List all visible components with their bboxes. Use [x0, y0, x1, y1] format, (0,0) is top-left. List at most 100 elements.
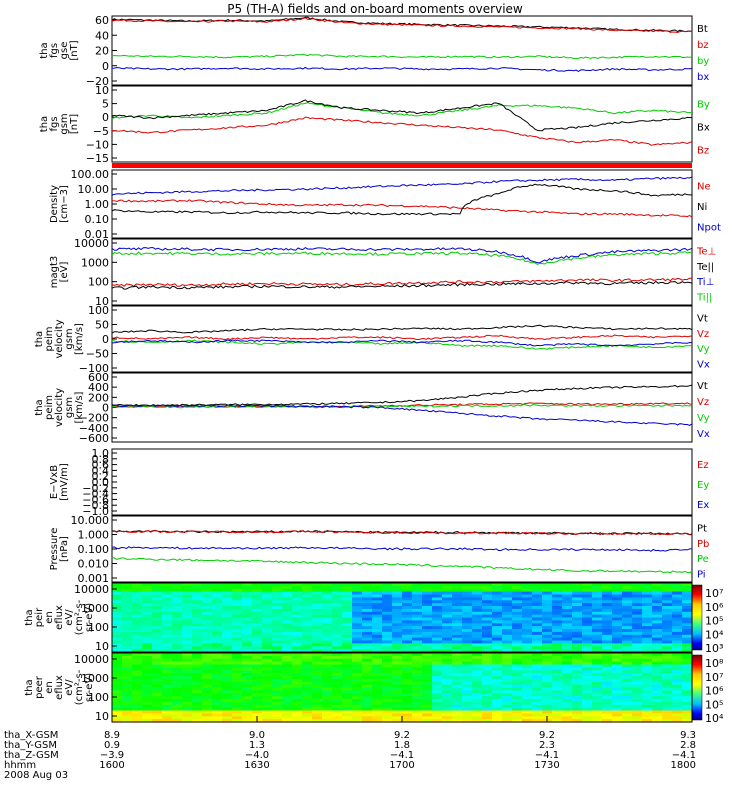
spectrogram-cell	[412, 710, 423, 714]
spectrogram-cell	[592, 637, 603, 642]
spectrogram-cell	[332, 591, 343, 596]
spectrogram-cell	[472, 637, 483, 642]
spectrogram-cell	[312, 588, 323, 593]
spectrogram-cell	[492, 614, 503, 619]
spectrogram-cell	[592, 693, 603, 697]
spectrogram-cell	[152, 623, 163, 627]
spectrogram-cell	[672, 676, 683, 680]
spectrogram-cell	[212, 684, 223, 689]
spectrogram-cell	[472, 594, 483, 598]
spectrogram-cell	[502, 606, 513, 610]
spectrogram-cell	[362, 603, 373, 607]
spectrogram-cell	[332, 658, 343, 663]
spectrogram-cell	[622, 684, 633, 689]
spectrogram-cell	[252, 608, 263, 613]
spectrogram-cell	[112, 670, 123, 674]
spectrogram-cell	[462, 626, 473, 630]
spectrogram-cell	[202, 637, 213, 642]
axis-label-x-gsm: tha_X-GSM	[4, 730, 58, 741]
spectrogram-cell	[242, 620, 253, 624]
spectrogram-cell	[402, 653, 413, 657]
spectrogram-cell	[292, 658, 303, 663]
spectrogram-cell	[112, 646, 123, 650]
spectrogram-cell	[182, 649, 193, 653]
spectrogram-cell	[362, 631, 373, 636]
spectrogram-cell	[302, 623, 313, 627]
spectrogram-cell	[652, 690, 663, 694]
spectrogram-cell	[462, 637, 473, 642]
spectrogram-cell	[172, 658, 183, 663]
spectrogram-cell	[212, 716, 223, 720]
spectrogram-cell	[272, 649, 283, 653]
spectrogram-cell	[632, 588, 643, 593]
spectrogram-cell	[612, 687, 623, 691]
spectrogram-cell	[282, 704, 293, 709]
spectrogram-cell	[632, 690, 643, 694]
spectrogram-cell	[262, 687, 273, 691]
spectrogram-cell	[402, 594, 413, 598]
spectrogram-cell	[612, 606, 623, 610]
spectrogram-cell	[422, 710, 433, 714]
spectrogram-cell	[642, 631, 653, 636]
spectrogram-cell	[112, 655, 123, 660]
spectrogram-cell	[182, 591, 193, 596]
spectrogram-cell	[502, 637, 513, 642]
spectrogram-cell	[232, 713, 243, 717]
spectrogram-cell	[412, 658, 423, 663]
spectrogram-cell	[442, 620, 453, 624]
spectrogram-cell	[142, 658, 153, 663]
spectrogram-cell	[492, 696, 503, 700]
spectrogram-cell	[452, 617, 463, 621]
spectrogram-cell	[272, 716, 283, 720]
y-tick-label: 0	[102, 60, 109, 73]
spectrogram-cell	[552, 585, 563, 590]
spectrogram-cell	[552, 690, 563, 694]
spectrogram-cell	[432, 678, 443, 683]
spectrogram-cell	[362, 623, 373, 627]
x-tick-label-xgsm: 9.3	[680, 730, 696, 741]
spectrogram-cell	[542, 704, 553, 709]
spectrogram-cell	[342, 600, 353, 604]
spectrogram-cell	[272, 655, 283, 660]
spectrogram-cell	[152, 655, 163, 660]
spectrogram-cell	[212, 603, 223, 607]
spectrogram-cell	[602, 655, 613, 660]
spectrogram-cell	[492, 719, 503, 723]
spectrogram-cell	[392, 585, 403, 590]
spectrogram-cell	[312, 701, 323, 706]
spectrogram-cell	[602, 617, 613, 621]
spectrogram-cell	[622, 606, 633, 610]
spectrogram-cell	[672, 585, 683, 590]
spectrogram-cell	[682, 696, 693, 700]
spectrogram-cell	[282, 701, 293, 706]
spectrogram-cell	[262, 594, 273, 598]
colorbar-label: 10⁵	[705, 698, 723, 711]
spectrogram-cell	[182, 658, 193, 663]
spectrogram-cell	[382, 634, 393, 639]
spectrogram-cell	[682, 687, 693, 691]
spectrogram-cell	[312, 681, 323, 686]
spectrogram-cell	[212, 681, 223, 686]
x-tick-label-ygsm: 0.9	[104, 740, 120, 751]
spectrogram-cell	[502, 626, 513, 630]
spectrogram-cell	[492, 608, 503, 613]
spectrogram-cell	[522, 649, 533, 653]
spectrogram-cell	[292, 617, 303, 621]
spectrogram-cell	[112, 699, 123, 703]
spectrogram-cell	[352, 597, 363, 601]
spectrogram-cell	[592, 588, 603, 593]
spectrogram-cell	[542, 617, 553, 621]
spectrogram-cell	[262, 611, 273, 616]
spectrogram-cell	[602, 687, 613, 691]
spectrogram-cell	[432, 603, 443, 607]
spectrogram-cell	[482, 704, 493, 709]
spectrogram-cell	[512, 588, 523, 593]
spectrogram-cell	[502, 716, 513, 720]
spectrogram-cell	[152, 643, 163, 647]
spectrogram-cell	[252, 690, 263, 694]
spectrogram-cell	[622, 611, 633, 616]
spectrogram-cell	[412, 620, 423, 624]
spectrogram-cell	[552, 608, 563, 613]
spectrogram-cell	[132, 710, 143, 714]
spectrogram-cell	[302, 617, 313, 621]
